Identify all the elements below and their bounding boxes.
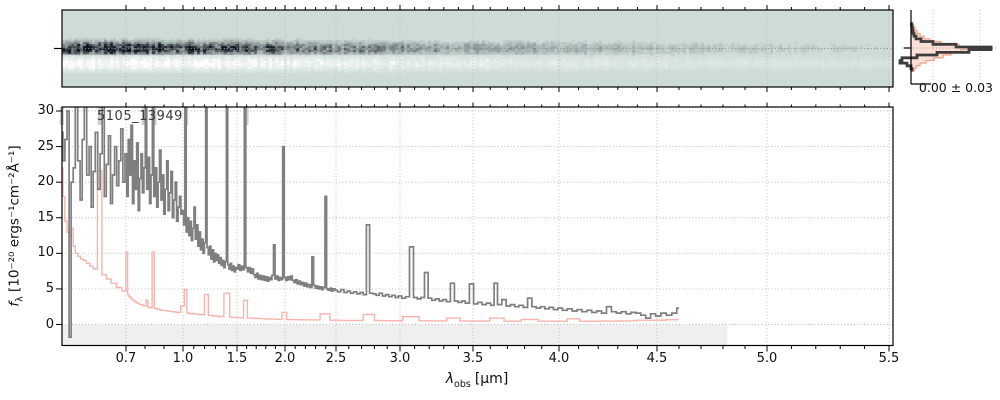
y-tick-label: 5 — [45, 280, 54, 296]
x-tick-label: 2.0 — [274, 351, 296, 366]
y-tick-label: 15 — [37, 209, 54, 225]
ylabel-symbol: f — [6, 301, 23, 307]
ylabel-subscript: λ — [14, 296, 26, 302]
x-tick-label: 3.0 — [389, 351, 411, 366]
y-tick-label: 0 — [45, 316, 54, 332]
y-tick-label: 10 — [37, 245, 54, 261]
profile-observed-step — [898, 22, 993, 72]
x-tick-label: 4.5 — [646, 351, 668, 366]
xlabel-symbol: λ — [445, 371, 455, 387]
spec1d-frame — [61, 106, 894, 347]
y-tick-label: 20 — [37, 174, 54, 190]
x-tick-label: 3.5 — [462, 351, 484, 366]
y-axis-label: fλ [10⁻²⁰ ergs⁻¹cm⁻²Å⁻¹] — [7, 145, 26, 306]
xlabel-units: [μm] — [474, 371, 509, 387]
y-tick-label: 25 — [37, 138, 54, 154]
object-id-label: 5105_13949 — [97, 109, 183, 124]
flux-spectrum-line — [62, 107, 679, 339]
ylabel-units: [10⁻²⁰ ergs⁻¹cm⁻²Å⁻¹] — [6, 145, 23, 297]
x-tick-label: 5.5 — [878, 351, 900, 366]
x-tick-label: 1.5 — [226, 351, 248, 366]
below-zero-shading — [62, 325, 728, 346]
x-tick-label: 0.7 — [115, 351, 137, 366]
y-tick-label: 30 — [37, 102, 54, 118]
x-tick-label: 4.0 — [548, 351, 570, 366]
x-axis-label: λobs [μm] — [446, 371, 509, 390]
x-tick-label: 5.0 — [756, 351, 778, 366]
profile-stat-label: 0.00 ± 0.03 — [918, 80, 993, 95]
x-tick-label: 2.5 — [325, 351, 347, 366]
clipped-spike-ghost — [97, 107, 102, 125]
spectrum-2d-image — [62, 10, 893, 87]
xlabel-subscript: obs — [454, 378, 471, 390]
clipped-spike-ghost — [142, 107, 147, 125]
x-tick-label: 1.0 — [172, 351, 194, 366]
